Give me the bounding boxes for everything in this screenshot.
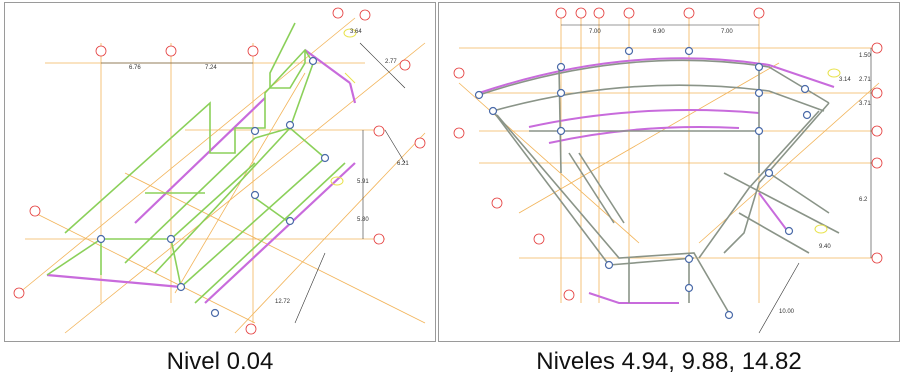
- dim-label-8: 6.2: [859, 197, 868, 203]
- axis-markers: [13, 7, 426, 335]
- plan-upper-levels-panel: 7.00 6.90 7.00 1.50 3.14 2.71 3.71 6.2 9…: [438, 2, 900, 342]
- plan-level-0-drawing: 6.76 7.24 3.64 2.77 6.21 5.91 5.80 12.72: [13, 7, 426, 335]
- yellow-annotations: [330, 28, 357, 186]
- dim-label-2: 6.90: [653, 29, 665, 35]
- dimension-lines: [561, 24, 872, 334]
- dim-label-10: 10.00: [779, 309, 795, 315]
- dim-label-5: 6.21: [397, 161, 409, 167]
- slab-edges: [46, 49, 357, 304]
- caption-left: Nivel 0.04: [166, 348, 274, 375]
- dim-label-4: 2.77: [385, 59, 397, 65]
- dim-label-8: 12.72: [275, 299, 291, 305]
- dim-label-6: 5.91: [357, 179, 369, 185]
- plan-upper-levels-drawing: 7.00 6.90 7.00 1.50 3.14 2.71 3.71 6.2 9…: [453, 7, 883, 334]
- slab-edges: [478, 57, 835, 304]
- dim-label-5: 3.14: [839, 77, 851, 83]
- axis-markers: [453, 7, 883, 301]
- dim-label-1: 7.00: [589, 29, 601, 35]
- structural-beams: [478, 59, 840, 314]
- dimension-lines: [101, 42, 406, 324]
- caption-right: Niveles 4.94, 9.88, 14.82: [536, 348, 802, 375]
- yellow-annotations: [814, 68, 841, 234]
- plan-level-0-panel: 6.76 7.24 3.64 2.77 6.21 5.91 5.80 12.72: [4, 2, 436, 342]
- dim-label-4: 1.50: [859, 53, 871, 59]
- column-nodes: [96, 56, 330, 318]
- dim-label-9: 9.40: [819, 244, 831, 250]
- column-nodes: [474, 46, 812, 320]
- dim-label-7: 3.71: [859, 101, 871, 107]
- dim-label-1: 6.76: [129, 65, 141, 71]
- structural-beams: [46, 22, 346, 304]
- dim-label-3: 3.64: [350, 29, 362, 35]
- dim-label-6: 2.71: [859, 77, 871, 83]
- dim-label-2: 7.24: [205, 65, 217, 71]
- dim-label-7: 5.80: [357, 217, 369, 223]
- dim-label-3: 7.00: [721, 29, 733, 35]
